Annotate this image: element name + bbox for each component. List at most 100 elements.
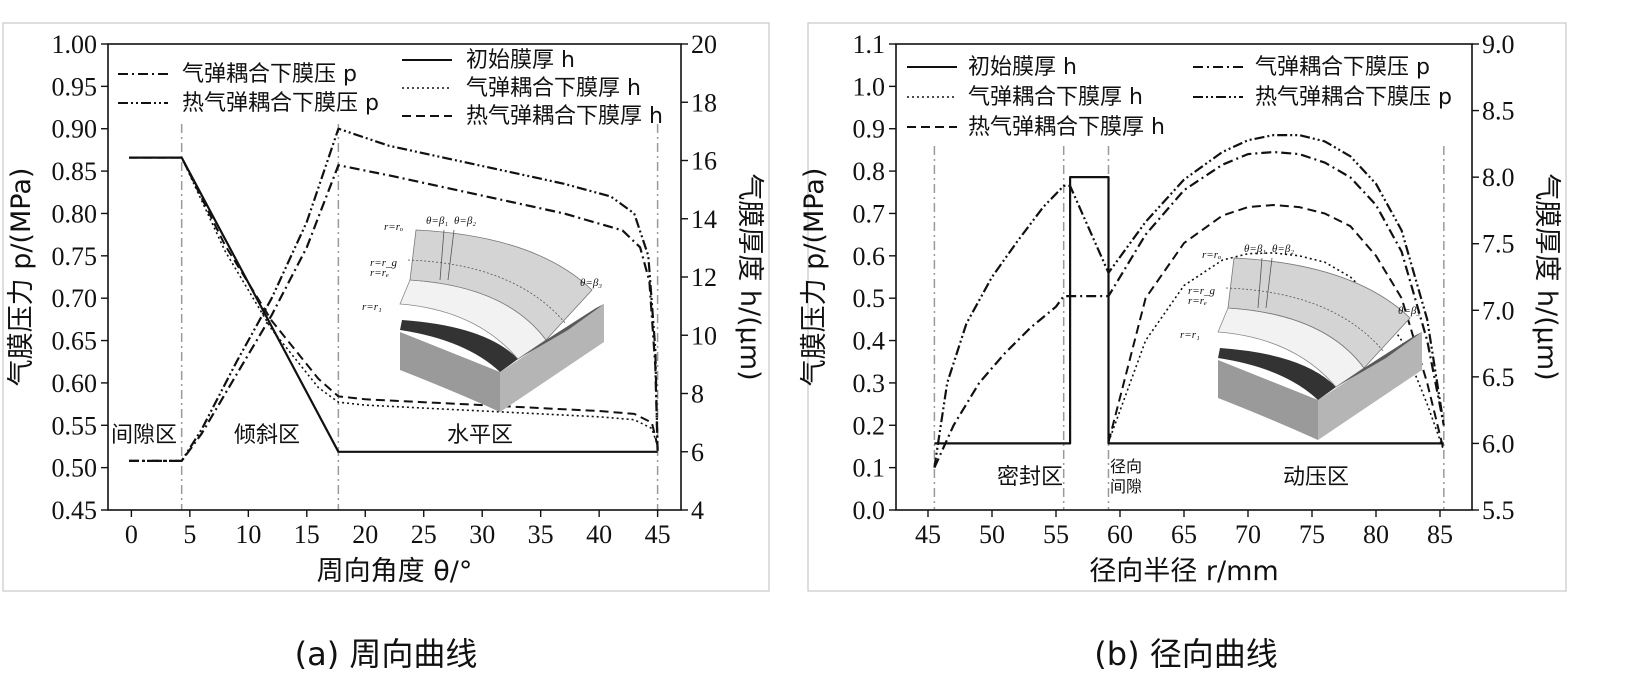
inset-a-label-3: θ=β₂ <box>454 215 476 227</box>
legend-a-label-1: 初始膜厚 h <box>466 48 575 73</box>
y-left-tick-label-b-7: 0.6 <box>853 242 886 271</box>
inset-a-label-4: r=r_g <box>370 257 397 269</box>
x-tick-label-b-5: 65 <box>1171 520 1197 549</box>
x-tick-label-a-7: 30 <box>469 520 495 549</box>
y-left-tick-label-b-2: 0.1 <box>853 454 886 483</box>
y-right-tick-label-a-6: 14 <box>691 205 717 234</box>
region-a-3: 水平区 <box>447 423 513 448</box>
x-tick-label-b-8: 80 <box>1363 520 1389 549</box>
inset-a-label-6: θ=β₃ <box>580 277 602 289</box>
legend-a-label-4: 气弹耦合下膜压 p <box>182 62 357 87</box>
x-tick-label-b-7: 75 <box>1299 520 1325 549</box>
y-left-tick-label-b-9: 0.8 <box>853 157 886 186</box>
panel-b: 45 50 55 60 65 70 75 80 85 0.0 0.1 0.2 0.3 0.4 0.5 0.6 0… <box>799 30 1562 587</box>
inset-b-label-1: r=rₒ <box>1202 249 1221 261</box>
series-a-4 <box>129 164 659 462</box>
y-right-tick-label-a-2: 6 <box>691 438 704 467</box>
y-right-tick-label-b-3: 6.5 <box>1482 363 1515 392</box>
y-right-tick-label-a-4: 10 <box>691 321 717 350</box>
inset-b-label-4: r=r_g <box>1188 285 1215 297</box>
x-tick-label-a-8: 35 <box>528 520 554 549</box>
legend-b-label-5: 热气弹耦合下膜压 p <box>1255 85 1452 110</box>
x-tick-label-b-1: 45 <box>915 520 941 549</box>
y-right-tick-label-b-2: 6.0 <box>1482 429 1515 458</box>
x-tick-label-a-5: 20 <box>352 520 378 549</box>
y-left-tick-label-a-2: 0.50 <box>52 454 98 483</box>
y-left-tick-label-b-12: 1.1 <box>853 30 886 59</box>
inset-b-label-2: θ=β₁ <box>1244 243 1266 255</box>
series-b-2 <box>1107 252 1445 451</box>
x-axis-label-b: 径向半径 r/mm <box>1089 556 1278 587</box>
inset-a-label-2: θ=β₁ <box>426 215 448 227</box>
y-right-axis-label-a: 气膜厚度 h/(μm) <box>734 173 765 380</box>
y-right-tick-label-a-5: 12 <box>691 263 717 292</box>
y-left-tick-label-a-6: 0.70 <box>52 284 98 313</box>
inset-a-label-5: r=rₑ <box>370 267 389 279</box>
y-right-tick-label-a-3: 8 <box>691 380 704 409</box>
y-left-tick-label-b-11: 1.0 <box>853 72 886 101</box>
y-left-tick-label-a-7: 0.75 <box>52 242 98 271</box>
x-tick-label-a-10: 45 <box>645 520 671 549</box>
x-tick-label-b-9: 85 <box>1427 520 1453 549</box>
y-left-tick-label-a-5: 0.65 <box>52 327 98 356</box>
region-b-2: 径向 <box>1110 457 1142 476</box>
x-tick-label-a-2: 5 <box>183 520 196 549</box>
caption-a: (a) 周向曲线 <box>295 635 478 673</box>
inset-a-label-7: r=r₁ <box>362 301 382 313</box>
series-b-4 <box>933 150 1445 469</box>
x-tick-label-a-1: 0 <box>125 520 138 549</box>
x-tick-label-b-2: 50 <box>979 520 1005 549</box>
y-left-tick-label-b-6: 0.5 <box>853 284 886 313</box>
y-left-tick-label-a-12: 1.00 <box>52 30 98 59</box>
y-left-tick-label-a-9: 0.85 <box>52 157 98 186</box>
x-axis-label-a: 周向角度 θ/° <box>317 556 473 587</box>
y-left-tick-label-b-8: 0.7 <box>853 199 886 228</box>
region-b-1: 密封区 <box>997 465 1063 490</box>
y-left-tick-label-a-10: 0.90 <box>52 115 98 144</box>
series-b-5 <box>933 134 1445 468</box>
y-right-tick-label-b-5: 7.5 <box>1482 230 1515 259</box>
y-left-tick-label-b-4: 0.3 <box>853 369 886 398</box>
inset-b-label-6: θ=β₃ <box>1398 305 1420 317</box>
series-a-3 <box>129 156 659 447</box>
y-left-tick-label-a-11: 0.95 <box>52 72 98 101</box>
y-left-tick-label-b-3: 0.2 <box>853 411 886 440</box>
y-right-tick-label-b-6: 8.0 <box>1482 163 1515 192</box>
legend-a-label-5: 热气弹耦合下膜压 p <box>182 91 379 116</box>
inset-b-label-3: θ=β₂ <box>1272 243 1294 255</box>
region-a-2: 倾斜区 <box>234 423 300 448</box>
inset-sketch-b: r=rₒ θ=β₁ θ=β₂ r=r_g r=rₑ θ=β₃ r=r₁ <box>1180 243 1422 440</box>
panel-b-frame <box>807 22 1567 592</box>
y-left-tick-label-a-8: 0.80 <box>52 199 98 228</box>
y-left-axis-label-b: 气膜压力 p/(MPa) <box>799 168 830 387</box>
inset-b-label-7: r=r₁ <box>1180 329 1200 341</box>
x-tick-label-a-6: 25 <box>411 520 437 549</box>
y-right-tick-label-a-8: 18 <box>691 88 717 117</box>
y-left-tick-label-a-4: 0.60 <box>52 369 98 398</box>
inset-sketch-a: r=rₒ θ=β₁ θ=β₂ r=r_g r=rₑ θ=β₃ r=r₁ <box>362 215 604 412</box>
y-right-tick-label-a-1: 4 <box>691 496 704 525</box>
y-right-tick-label-b-4: 7.0 <box>1482 296 1515 325</box>
x-tick-label-b-6: 70 <box>1235 520 1261 549</box>
legend-a: 气弹耦合下膜压 p 热气弹耦合下膜压 p 初始膜厚 h 气弹耦合下膜厚 h 热气… <box>118 48 663 129</box>
y-left-tick-label-a-1: 0.45 <box>52 496 98 525</box>
y-left-tick-label-a-3: 0.55 <box>52 411 98 440</box>
region-b-4: 动压区 <box>1283 465 1349 490</box>
plot-frame-b <box>895 43 1473 511</box>
x-tick-label-a-4: 15 <box>294 520 320 549</box>
y-left-tick-label-b-1: 0.0 <box>853 496 886 525</box>
y-right-tick-label-a-7: 16 <box>691 147 717 176</box>
inset-a-label-1: r=rₒ <box>384 221 403 233</box>
y-right-tick-label-b-8: 9.0 <box>1482 30 1515 59</box>
inset-b-label-5: r=rₑ <box>1188 295 1207 307</box>
y-right-tick-label-b-7: 8.5 <box>1482 97 1515 126</box>
x-tick-label-a-9: 40 <box>586 520 612 549</box>
x-tick-label-b-3: 55 <box>1043 520 1069 549</box>
series-a-2 <box>129 156 659 447</box>
x-tick-label-b-4: 60 <box>1107 520 1133 549</box>
panel-a: 0 5 10 15 20 25 30 35 40 45 0.45 0.50 0.55 0.60 0.65 0.… <box>6 30 765 587</box>
caption-b: (b) 径向曲线 <box>1094 635 1277 673</box>
legend-b-label-4: 气弹耦合下膜压 p <box>1255 55 1430 80</box>
series-a-5 <box>129 127 659 462</box>
